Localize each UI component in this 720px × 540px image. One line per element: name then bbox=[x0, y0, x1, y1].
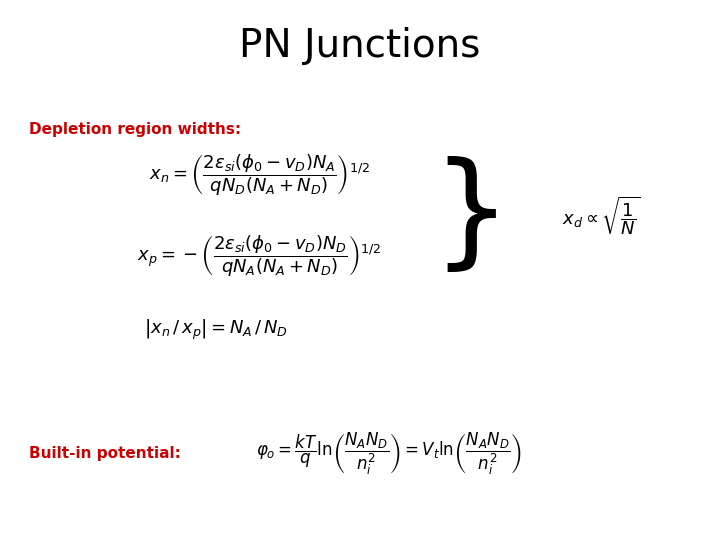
Text: $\left|x_n \, / \, x_p\right| = N_A \, / \, N_D$: $\left|x_n \, / \, x_p\right| = N_A \, /… bbox=[144, 317, 288, 342]
Text: $x_p = -\left(\dfrac{2\varepsilon_{si}(\phi_0 - v_D)N_D}{qN_A(N_A + N_D)}\right): $x_p = -\left(\dfrac{2\varepsilon_{si}(\… bbox=[137, 234, 382, 279]
Text: $x_n = \left(\dfrac{2\varepsilon_{si}(\phi_0 - v_D)N_A}{qN_D(N_A + N_D)}\right)^: $x_n = \left(\dfrac{2\varepsilon_{si}(\p… bbox=[149, 153, 369, 198]
Text: PN Junctions: PN Junctions bbox=[239, 27, 481, 65]
Text: $\varphi_o = \dfrac{kT}{q}\ln\!\left(\dfrac{N_A N_D}{n_i^2}\right) = V_t \ln\!\l: $\varphi_o = \dfrac{kT}{q}\ln\!\left(\df… bbox=[256, 430, 522, 477]
Text: $x_d \propto \sqrt{\dfrac{1}{N}}$: $x_d \propto \sqrt{\dfrac{1}{N}}$ bbox=[562, 195, 641, 237]
Text: $\}$: $\}$ bbox=[431, 156, 498, 276]
Text: Depletion region widths:: Depletion region widths: bbox=[29, 122, 241, 137]
Text: Built-in potential:: Built-in potential: bbox=[29, 446, 181, 461]
